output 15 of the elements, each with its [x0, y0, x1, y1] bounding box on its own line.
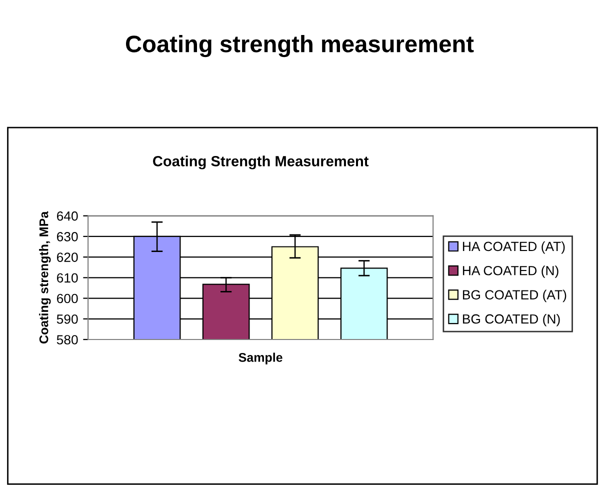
chart-title: Coating strength measurement [126, 35, 474, 58]
chart-subtitle: Coating Strength Measurement [153, 156, 369, 170]
y-tick-label: 610 [56, 273, 78, 283]
y-tick-label: 620 [56, 252, 78, 262]
legend-label: BG COATED (N) [462, 314, 560, 326]
y-tick-label: 590 [56, 314, 78, 324]
y-tick-label: 640 [56, 211, 78, 221]
legend-label: HA COATED (AT) [462, 241, 565, 254]
y-tick-label: 630 [56, 232, 78, 242]
y-tick-label: 600 [56, 294, 78, 304]
y-tick-label: 580 [56, 335, 78, 344]
y-axis-title: Coating strength, MPa [39, 211, 51, 344]
x-axis-title: Sample [238, 352, 282, 364]
legend-label: BG COATED (AT) [462, 290, 566, 302]
legend-label: HA COATED (N) [462, 266, 558, 278]
